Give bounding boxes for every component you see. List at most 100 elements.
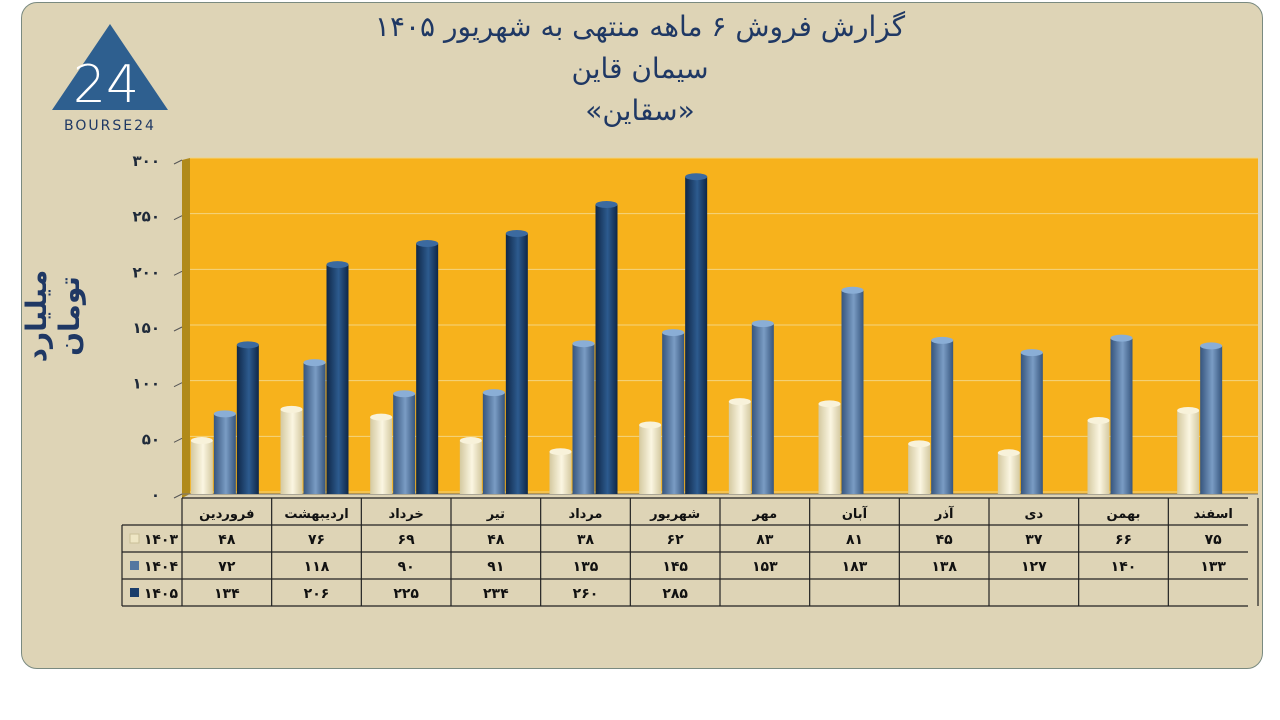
bar-۱۴۰۵-5 <box>685 176 708 494</box>
bar-۱۴۰۴-6 <box>751 323 774 494</box>
symbol-label: «سقاین» <box>585 94 695 127</box>
data-label-0-3: ۴۸ <box>487 532 505 548</box>
y-tick-mark <box>173 326 183 332</box>
bar-۱۴۰۵-4 <box>595 204 618 495</box>
data-label-1-0: ۷۲ <box>218 559 236 575</box>
bar-۱۴۰۵-3 <box>505 233 528 495</box>
bar-۱۴۰۴-2 <box>393 393 416 494</box>
bourse24-logo: 24 BOURSE24 <box>48 22 172 134</box>
data-label-2-5: ۲۸۵ <box>662 586 688 602</box>
data-label-1-9: ۱۲۷ <box>1021 559 1047 575</box>
data-label-2-2: ۲۲۵ <box>393 586 419 602</box>
bar-cap-6-0 <box>728 398 751 406</box>
data-label-1-11: ۱۳۳ <box>1200 559 1226 575</box>
legend-swatch-2 <box>130 588 139 597</box>
bar-۱۴۰۳-4 <box>549 451 572 494</box>
data-label-1-10: ۱۴۰ <box>1111 559 1137 575</box>
bar-cap-5-2 <box>685 173 708 181</box>
bar-۱۴۰۴-0 <box>213 413 236 494</box>
data-label-0-6: ۸۳ <box>756 532 774 548</box>
category-label-7: آبان <box>842 505 868 522</box>
y-tick-mark <box>173 159 183 165</box>
bar-۱۴۰۳-7 <box>818 403 841 494</box>
data-label-0-5: ۶۲ <box>667 532 685 548</box>
bar-۱۴۰۴-11 <box>1200 345 1223 494</box>
y-tick-mark <box>173 215 183 221</box>
data-label-2-1: ۲۰۶ <box>304 586 330 602</box>
bar-cap-8-0 <box>908 440 931 448</box>
y-tick-mark <box>173 493 183 499</box>
bar-cap-2-0 <box>370 413 393 421</box>
bar-۱۴۰۴-4 <box>572 343 595 494</box>
category-label-11: اسفند <box>1193 507 1232 522</box>
category-label-9: دی <box>1025 507 1044 522</box>
plot-side-wall <box>182 158 190 498</box>
legend-label-1: ۱۴۰۴ <box>144 559 179 575</box>
data-label-1-3: ۹۱ <box>487 559 504 575</box>
y-tick-label: ۱۵۰ <box>133 319 160 337</box>
bar-۱۴۰۴-9 <box>1020 352 1043 494</box>
y-tick-mark <box>173 382 183 388</box>
bar-۱۴۰۳-2 <box>370 417 393 494</box>
y-tick-label: ۰ <box>151 486 160 504</box>
bar-cap-4-0 <box>549 448 572 456</box>
bar-cap-0-1 <box>213 410 236 418</box>
bar-cap-4-2 <box>595 201 618 209</box>
bar-۱۴۰۵-2 <box>416 243 439 494</box>
category-label-8: آذر <box>934 505 954 522</box>
bar-cap-8-1 <box>931 336 954 344</box>
category-label-0: فروردین <box>199 507 254 522</box>
bar-cap-0-0 <box>190 437 213 445</box>
y-tick-mark <box>173 270 183 276</box>
bar-cap-3-2 <box>505 229 528 237</box>
bar-cap-2-1 <box>393 390 416 398</box>
logo-text: BOURSE24 <box>64 118 156 134</box>
bar-cap-5-1 <box>662 329 685 337</box>
data-label-1-5: ۱۴۵ <box>662 559 688 575</box>
bar-۱۴۰۳-8 <box>908 443 931 494</box>
bar-۱۴۰۳-1 <box>280 409 303 494</box>
bar-۱۴۰۴-7 <box>841 290 864 494</box>
data-label-0-9: ۳۷ <box>1025 532 1043 548</box>
bar-۱۴۰۳-9 <box>997 452 1020 494</box>
bar-۱۴۰۵-0 <box>236 344 259 494</box>
data-label-1-4: ۱۳۵ <box>573 559 599 575</box>
data-label-2-0: ۱۳۴ <box>214 586 240 602</box>
bar-cap-11-0 <box>1177 407 1200 414</box>
bar-۱۴۰۳-3 <box>459 440 482 494</box>
chart-subtitle: سیمان قاین <box>571 52 709 85</box>
bar-cap-0-2 <box>236 341 259 349</box>
data-label-1-6: ۱۵۳ <box>752 559 778 575</box>
bar-۱۴۰۴-10 <box>1110 338 1133 494</box>
bar-۱۴۰۳-6 <box>728 401 751 494</box>
bar-cap-1-0 <box>280 405 303 413</box>
legend-swatch-1 <box>130 561 139 570</box>
bar-cap-7-1 <box>841 286 864 294</box>
bar-۱۴۰۳-10 <box>1087 420 1110 494</box>
bar-cap-11-1 <box>1200 342 1223 350</box>
y-tick-label: ۵۰ <box>142 430 160 448</box>
y-tick-label: ۲۵۰ <box>133 208 160 226</box>
bar-cap-3-0 <box>459 437 482 445</box>
bar-cap-2-2 <box>416 240 439 247</box>
data-label-2-4: ۲۶۰ <box>573 586 599 602</box>
category-label-4: مرداد <box>569 507 603 522</box>
category-label-6: مهر <box>751 507 777 522</box>
category-label-2: خرداد <box>389 507 424 522</box>
bar-cap-9-0 <box>997 449 1020 457</box>
data-label-0-0: ۴۸ <box>218 532 236 548</box>
bar-cap-10-0 <box>1087 417 1110 425</box>
data-label-0-2: ۶۹ <box>398 532 416 548</box>
bar-۱۴۰۴-3 <box>482 392 505 494</box>
category-label-10: بهمن <box>1107 507 1141 522</box>
data-label-1-7: ۱۸۳ <box>842 559 868 575</box>
y-tick-label: ۲۰۰ <box>133 263 160 281</box>
bar-۱۴۰۳-5 <box>639 424 662 494</box>
logo-mark: 24 <box>73 55 139 115</box>
legend-label-0: ۱۴۰۳ <box>144 532 179 548</box>
y-tick-label: ۳۰۰ <box>133 152 160 170</box>
data-label-0-1: ۷۶ <box>308 532 325 548</box>
bar-cap-7-0 <box>818 400 841 408</box>
bar-cap-10-1 <box>1110 334 1133 342</box>
